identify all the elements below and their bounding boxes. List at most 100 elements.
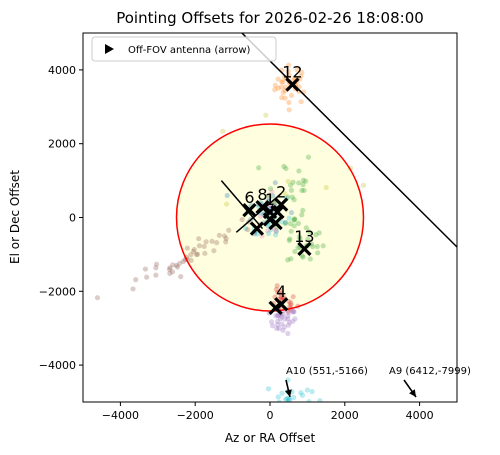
y-tick-label: −2000 — [39, 285, 76, 298]
scatter-point — [296, 180, 302, 186]
antenna-label: 12 — [282, 63, 302, 82]
scatter-point — [288, 300, 294, 306]
scatter-point — [282, 190, 288, 197]
scatter-point — [295, 245, 301, 251]
scatter-point — [263, 112, 269, 118]
scatter-point — [282, 403, 287, 408]
scatter-point — [276, 399, 282, 402]
scatter-point — [313, 232, 319, 238]
scatter-point — [279, 219, 285, 225]
scatter-point — [243, 225, 249, 232]
scatter-point — [269, 189, 275, 195]
x-tick-label: 4000 — [406, 409, 434, 422]
scatter-point — [275, 394, 281, 400]
scatter-point — [314, 243, 320, 250]
scatter-point — [266, 192, 272, 198]
scatter-point — [196, 236, 202, 242]
scatter-point — [191, 246, 197, 253]
trend-line — [220, 180, 264, 230]
scatter-point — [153, 261, 160, 267]
scatter-point — [286, 401, 288, 402]
y-axis: −4000 −2000 0 2000 4000 — [39, 64, 83, 372]
scatter-point — [169, 269, 176, 275]
antenna-label: 8 — [257, 185, 267, 204]
scatter-point — [265, 228, 271, 234]
scatter-point — [170, 262, 176, 268]
off-fov-arrow-labels: A10 (551,-5166) A9 (6412,-7999) — [286, 366, 471, 377]
scatter-point — [273, 228, 279, 234]
scatter-point — [142, 266, 149, 272]
scatter-point — [284, 395, 290, 402]
scatter-point — [224, 192, 230, 199]
scatter-point — [278, 84, 284, 90]
antenna-marker — [249, 221, 265, 236]
scatter-point — [275, 76, 281, 82]
scatter-point — [282, 220, 288, 227]
scatter-point — [285, 178, 291, 184]
scatter-point — [309, 389, 315, 395]
scatter-point — [292, 248, 298, 255]
scatter-point — [294, 408, 299, 413]
antenna-label: 6 — [244, 188, 254, 207]
scatter-point — [288, 187, 294, 193]
scatter-point — [184, 245, 190, 251]
scatter-point — [180, 258, 186, 265]
scatter-point — [196, 243, 202, 249]
scatter-point — [259, 233, 265, 239]
antenna-marker — [274, 297, 289, 312]
scatter-point — [285, 330, 291, 337]
scatter-point — [300, 207, 306, 213]
plot-frame — [82, 32, 458, 403]
scatter-point — [300, 182, 306, 188]
scatter-point — [306, 399, 312, 402]
scatter-point — [289, 194, 295, 200]
scatter-point — [167, 270, 173, 276]
x-tick-label: 2000 — [331, 409, 359, 422]
scatter-point — [270, 193, 276, 199]
scatter-point — [268, 319, 275, 325]
scatter-point — [166, 266, 173, 272]
x-tick-label: 0 — [267, 409, 274, 422]
antenna-marker — [297, 241, 312, 256]
scatter-point — [268, 186, 274, 192]
scatter-point — [287, 397, 293, 402]
scatter-point — [299, 212, 305, 218]
scatter-point — [273, 313, 279, 319]
scatter-point — [301, 187, 307, 194]
scatter-point — [290, 308, 296, 315]
scatter-point — [291, 394, 297, 401]
scatter-point — [266, 195, 272, 201]
scatter-point — [274, 283, 280, 289]
antenna-marker — [262, 204, 278, 220]
scatter-point — [194, 251, 201, 257]
scatter-point — [285, 313, 291, 319]
scatter-point — [173, 262, 180, 269]
off-fov-arrow-label: A10 (551,-5166) — [286, 366, 368, 377]
off-fov-arrow-label: A9 (6412,-7999) — [389, 366, 471, 377]
antenna-label: 4 — [276, 282, 286, 301]
scatter-point — [274, 325, 280, 332]
scatter-point — [295, 220, 301, 226]
scatter-point — [265, 230, 272, 237]
y-tick-label: 0 — [69, 212, 76, 225]
scatter-point — [245, 227, 251, 233]
scatter-point — [283, 219, 289, 225]
scatter-point — [288, 302, 294, 308]
scatter-point — [167, 265, 173, 271]
y-axis-label: El or Dec Offset — [8, 170, 22, 264]
y-tick-label: 4000 — [48, 64, 76, 77]
scatter-point — [178, 274, 184, 280]
scatter-point — [305, 236, 311, 242]
scatter-point — [317, 412, 322, 417]
scatter-point — [292, 316, 298, 322]
scatter-point — [286, 298, 292, 305]
scatter-point — [188, 257, 194, 263]
scatter-point — [282, 316, 288, 322]
scatter-point — [224, 201, 230, 207]
scatter-point — [278, 291, 284, 297]
scatter-point — [282, 95, 288, 101]
trend-line — [240, 33, 457, 248]
scatter-point — [279, 95, 285, 101]
